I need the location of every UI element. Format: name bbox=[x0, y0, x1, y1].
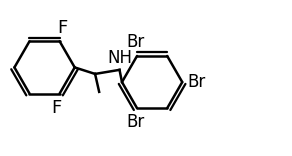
Text: Br: Br bbox=[187, 73, 205, 91]
Text: F: F bbox=[51, 99, 62, 117]
Text: Br: Br bbox=[126, 33, 145, 51]
Text: Br: Br bbox=[126, 113, 145, 131]
Text: NH: NH bbox=[107, 49, 132, 67]
Text: F: F bbox=[57, 19, 67, 37]
